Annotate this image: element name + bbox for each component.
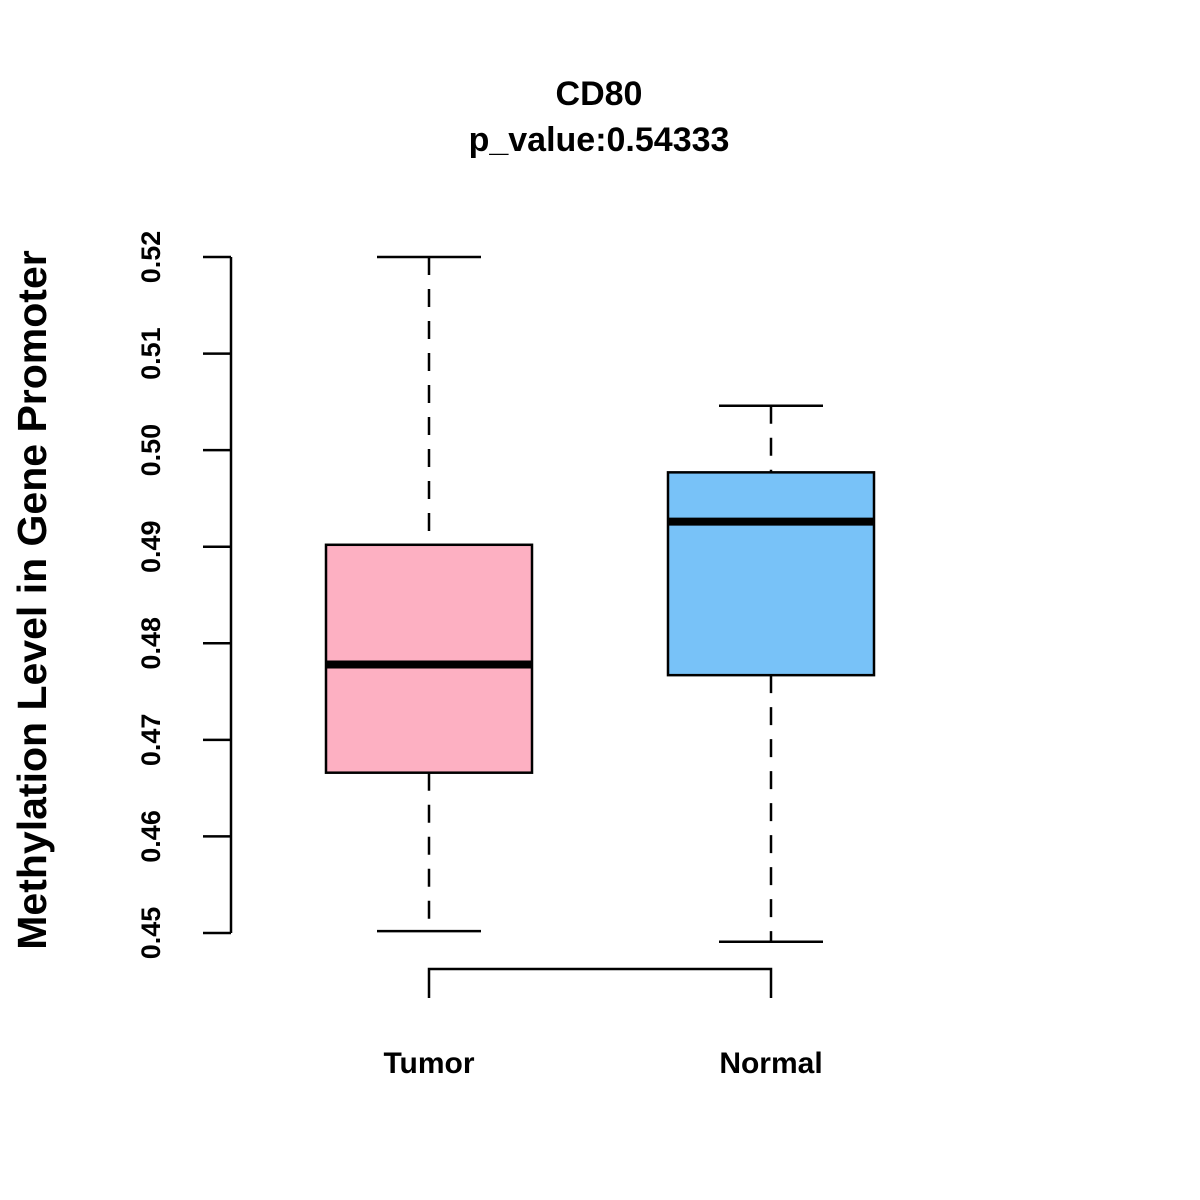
iqr-box: [324, 543, 534, 774]
y-axis: 0.45 0.46 0.47 0.48 0.49 0.50 0.51 0.52: [136, 231, 233, 960]
y-axis-label: Methylation Level in Gene Promoter: [9, 250, 55, 949]
y-tick-label: 0.51: [136, 327, 166, 380]
chart-title: CD80: [556, 75, 643, 113]
boxes: [324, 255, 876, 943]
y-tick-label: 0.49: [136, 520, 166, 573]
x-axis-labels: Tumor Normal: [383, 1047, 822, 1080]
chart-subtitle: p_value:0.54333: [469, 121, 730, 159]
y-tick-label: 0.45: [136, 907, 166, 960]
y-tick-label: 0.47: [136, 714, 166, 767]
bracket-line: [427, 967, 773, 998]
y-tick-label: 0.52: [136, 231, 166, 284]
y-tick-label: 0.46: [136, 810, 166, 863]
box-tumor: [324, 255, 534, 933]
box-normal: [666, 404, 876, 943]
comparison-bracket: [427, 967, 773, 998]
x-label-tumor: Tumor: [383, 1047, 474, 1080]
y-tick-label: 0.50: [136, 424, 166, 477]
y-tick-label: 0.48: [136, 617, 166, 670]
iqr-box: [666, 471, 876, 677]
x-label-normal: Normal: [719, 1047, 822, 1080]
